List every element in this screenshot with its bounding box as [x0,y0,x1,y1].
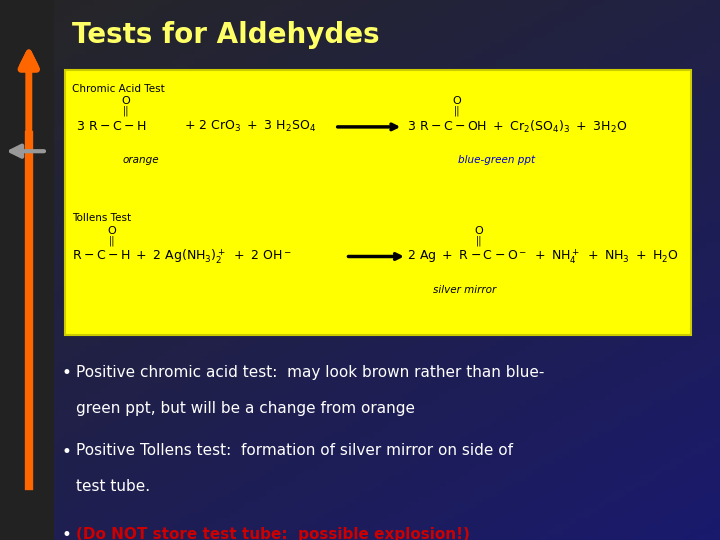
Text: ||: || [454,106,461,116]
Text: O: O [474,226,483,236]
Text: silver mirror: silver mirror [433,285,496,295]
Text: Chromic Acid Test: Chromic Acid Test [72,84,165,94]
Text: (Do NOT store test tube:  possible explosion!): (Do NOT store test tube: possible explos… [76,526,469,540]
Text: $3\ \mathsf{R}-\mathsf{C}-\mathsf{OH}\ +\ \mathsf{Cr}_2(\mathsf{SO}_4)_3\ +\ 3\m: $3\ \mathsf{R}-\mathsf{C}-\mathsf{OH}\ +… [407,119,627,135]
Text: Tollens Test: Tollens Test [72,213,131,224]
Text: Positive Tollens test:  formation of silver mirror on side of: Positive Tollens test: formation of silv… [76,443,513,458]
Text: O: O [122,96,130,106]
Text: $\mathsf{R}-\mathsf{C}-\mathsf{H}\ +\ 2\ \mathsf{Ag}(\mathsf{NH}_3)_2^+\ +\ 2\ \: $\mathsf{R}-\mathsf{C}-\mathsf{H}\ +\ 2\… [72,247,292,266]
Text: O: O [453,96,462,106]
Text: blue-green ppt: blue-green ppt [458,155,536,165]
Text: Tests for Aldehydes: Tests for Aldehydes [72,21,379,49]
Bar [0,0,54,540]
Text: ||: || [108,235,115,246]
Bar [65,70,691,335]
Text: Positive chromic acid test:  may look brown rather than blue-: Positive chromic acid test: may look bro… [76,364,544,380]
Text: ||: || [122,106,130,116]
Text: $+\ 2\ \mathsf{CrO}_3\ +\ 3\ \mathsf{H}_2\mathsf{SO}_4$: $+\ 2\ \mathsf{CrO}_3\ +\ 3\ \mathsf{H}_… [184,119,315,134]
Text: •: • [61,526,71,540]
Text: ||: || [475,235,482,246]
Text: O: O [107,226,116,236]
Text: $3\ \mathsf{R}-\mathsf{C}-\mathsf{H}$: $3\ \mathsf{R}-\mathsf{C}-\mathsf{H}$ [76,120,146,133]
Text: green ppt, but will be a change from orange: green ppt, but will be a change from ora… [76,401,415,416]
Text: •: • [61,443,71,461]
Text: $2\ \mathsf{Ag}\ +\ \mathsf{R}-\mathsf{C}-\mathsf{O}^-\ +\ \mathsf{NH}_4^+\ +\ \: $2\ \mathsf{Ag}\ +\ \mathsf{R}-\mathsf{C… [407,247,679,266]
Text: •: • [61,364,71,382]
Text: test tube.: test tube. [76,479,150,494]
Text: orange: orange [122,155,158,165]
